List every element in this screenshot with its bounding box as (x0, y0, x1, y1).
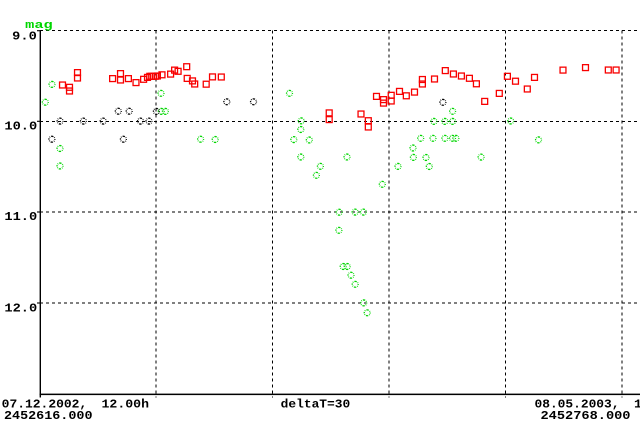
svg-text:08.05.2003,: 08.05.2003, (535, 398, 620, 412)
svg-text:11.0: 11.0 (4, 210, 37, 224)
svg-text:mag: mag (25, 20, 53, 32)
svg-text:07.12.2002,: 07.12.2002, (2, 398, 88, 412)
svg-text:9.0: 9.0 (12, 30, 37, 44)
svg-text:deltaT=30: deltaT=30 (281, 398, 351, 412)
svg-text:12.00h: 12.00h (102, 398, 150, 412)
svg-text:10.0: 10.0 (4, 119, 37, 133)
svg-text:12.0: 12.0 (4, 302, 37, 316)
svg-text:2452768.000: 2452768.000 (541, 409, 631, 423)
svg-text:12.00h: 12.00h (634, 398, 640, 412)
svg-text:2452616.000: 2452616.000 (4, 409, 93, 423)
